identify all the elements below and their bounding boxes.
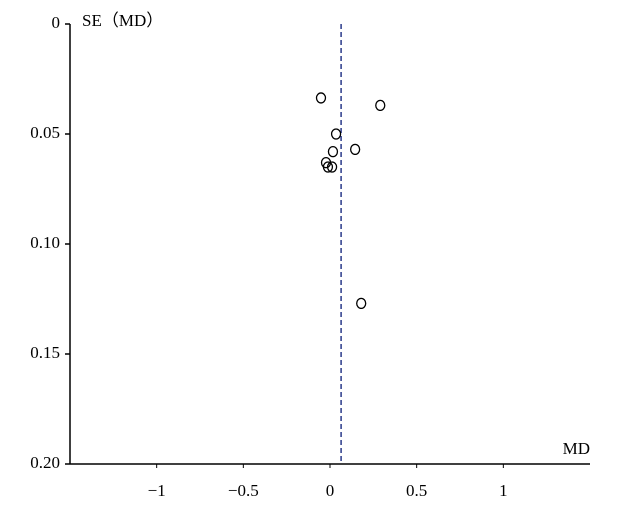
x-tick-label: −1 [148,481,166,500]
point [375,99,386,112]
point [356,297,367,310]
x-axis-label: MD [563,439,590,458]
y-tick-label: 0.05 [30,123,60,142]
point [330,128,342,140]
y-tick-label: 0.20 [30,453,60,472]
point [326,161,338,173]
x-tick-label: −0.5 [228,481,259,500]
point [327,145,339,158]
point [349,143,361,156]
point [322,161,334,173]
x-tick-label: 0 [326,481,335,500]
point [315,92,327,104]
x-tick-label: 0.5 [406,481,427,500]
y-tick-label: 0 [52,13,61,32]
y-axis-label: SE（MD） [82,11,163,30]
x-tick-label: 1 [499,481,508,500]
y-tick-label: 0.15 [30,343,60,362]
y-tick-label: 0.10 [30,233,60,252]
